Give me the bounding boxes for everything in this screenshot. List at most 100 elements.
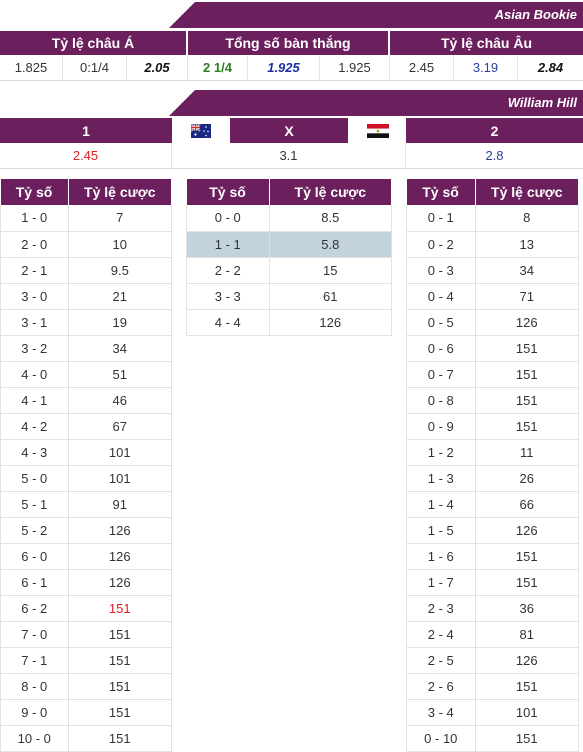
score-cell: 5 - 1 [0, 491, 69, 518]
away-label: 2 [490, 122, 499, 139]
odds-cell: 126 [474, 517, 580, 544]
odds-cell: 81 [474, 621, 580, 648]
score-cell: 7 - 0 [0, 621, 69, 648]
table-row: 1 - 1 5.8 [186, 231, 393, 258]
score-cell: 1 - 6 [406, 543, 476, 570]
score-cell: 1 - 3 [406, 465, 476, 492]
european-odds-header: Tỷ lệ châu Âu [440, 35, 533, 51]
ou-under-odds: 1.925 [320, 55, 390, 80]
score-cell: 2 - 6 [406, 673, 476, 700]
william-hill-values-row: 2.45 3.1 2.8 [0, 143, 583, 169]
odds-cell: 151 [67, 595, 173, 622]
william-hill-banner: William Hill [0, 90, 583, 116]
odds-cell: 46 [67, 387, 173, 414]
table-row: 0 - 0 8.5 [186, 205, 393, 232]
score-column-header: Tỷ số [406, 179, 476, 205]
table-row: 6 - 0 126 [0, 543, 173, 570]
ah-home-odds: 1.825 [0, 55, 63, 80]
score-cell: 3 - 3 [186, 283, 270, 310]
home-label: 1 [82, 122, 90, 139]
table-row: 6 - 1 126 [0, 569, 173, 596]
odds-cell: 13 [474, 231, 580, 258]
eu-home-odds: 2.45 [390, 55, 454, 80]
score-cell: 0 - 9 [406, 413, 476, 440]
score-cell: 1 - 4 [406, 491, 476, 518]
table-row: 1 - 3 26 [406, 465, 580, 492]
ou-line: 2 1/4 [188, 55, 248, 80]
odds-cell: 126 [474, 647, 580, 674]
table-row: 2 - 5 126 [406, 647, 580, 674]
table-row: 9 - 0 151 [0, 699, 173, 726]
table-row: 0 - 2 13 [406, 231, 580, 258]
odds-cell: 5.8 [268, 231, 393, 258]
william-hill-title: William Hill [507, 95, 577, 110]
odds-cell: 21 [67, 283, 173, 310]
score-cell: 0 - 5 [406, 309, 476, 336]
draw-label: X [284, 122, 294, 139]
asian-bookie-values-row: 1.825 0:1/4 2.05 2 1/4 1.925 1.925 2.45 … [0, 55, 583, 81]
odds-cell: 126 [67, 517, 173, 544]
score-cell: 2 - 1 [0, 257, 69, 284]
odds-cell: 7 [67, 205, 173, 232]
score-cell: 2 - 4 [406, 621, 476, 648]
score-cell: 3 - 0 [0, 283, 69, 310]
score-cell: 4 - 2 [0, 413, 69, 440]
table-row: 3 - 4 101 [406, 699, 580, 726]
odds-cell: 15 [268, 257, 393, 284]
table-row: 2 - 2 15 [186, 257, 393, 284]
score-cell: 5 - 0 [0, 465, 69, 492]
odds-cell: 51 [67, 361, 173, 388]
table-row: 7 - 0 151 [0, 621, 173, 648]
odds-cell: 151 [474, 569, 580, 596]
score-cell: 2 - 2 [186, 257, 270, 284]
score-cell: 0 - 2 [406, 231, 476, 258]
ah-line: 0:1/4 [63, 55, 127, 80]
odds-cell: 8.5 [268, 205, 393, 232]
egypt-flag-icon [367, 123, 389, 138]
odds-cell: 151 [474, 543, 580, 570]
score-cell: 2 - 5 [406, 647, 476, 674]
william-hill-header-row: 1 X [0, 118, 583, 143]
odds-cell: 101 [67, 465, 173, 492]
home-flag-cell [172, 118, 230, 143]
score-cell: 0 - 6 [406, 335, 476, 362]
table-row: 2 - 6 151 [406, 673, 580, 700]
table-row: 0 - 5 126 [406, 309, 580, 336]
odds-cell: 67 [67, 413, 173, 440]
score-cell: 0 - 7 [406, 361, 476, 388]
wh-away-odds: 2.8 [485, 148, 504, 163]
score-cell: 2 - 3 [406, 595, 476, 622]
score-cell: 4 - 1 [0, 387, 69, 414]
odds-cell: 36 [474, 595, 580, 622]
eu-draw-odds: 3.19 [454, 55, 518, 80]
odds-cell: 151 [474, 725, 580, 752]
table-row: 0 - 8 151 [406, 387, 580, 414]
odds-cell: 71 [474, 283, 580, 310]
score-cell: 4 - 3 [0, 439, 69, 466]
odds-cell: 151 [67, 725, 173, 752]
odds-cell: 61 [268, 283, 393, 310]
odds-column-header: Tỷ lệ cược [475, 179, 580, 205]
score-cell: 1 - 7 [406, 569, 476, 596]
table-row: 7 - 1 151 [0, 647, 173, 674]
table-row: 0 - 6 151 [406, 335, 580, 362]
table-row: 0 - 9 151 [406, 413, 580, 440]
score-cell: 7 - 1 [0, 647, 69, 674]
odds-cell: 151 [67, 621, 173, 648]
score-cell: 0 - 3 [406, 257, 476, 284]
asian-bookie-banner: Asian Bookie [0, 2, 583, 28]
australia-flag-icon [190, 122, 211, 138]
table-row: 2 - 3 36 [406, 595, 580, 622]
table-row: 4 - 3 101 [0, 439, 173, 466]
ah-away-odds: 2.05 [127, 55, 188, 80]
table-row: 8 - 0 151 [0, 673, 173, 700]
odds-cell: 126 [67, 543, 173, 570]
table-row: 3 - 0 21 [0, 283, 173, 310]
draw-scores-table: Tỷ số Tỷ lệ cược 0 - 0 8.5 1 - 1 5.8 2 - 2 15… [186, 179, 393, 336]
asian-bookie-header-row: Tỷ lệ châu Á Tổng số bàn thắng Tỷ lệ châ… [0, 31, 583, 55]
odds-cell: 101 [67, 439, 173, 466]
away-flag-cell [348, 118, 406, 143]
table-row: 4 - 1 46 [0, 387, 173, 414]
score-cell: 0 - 1 [406, 205, 476, 232]
